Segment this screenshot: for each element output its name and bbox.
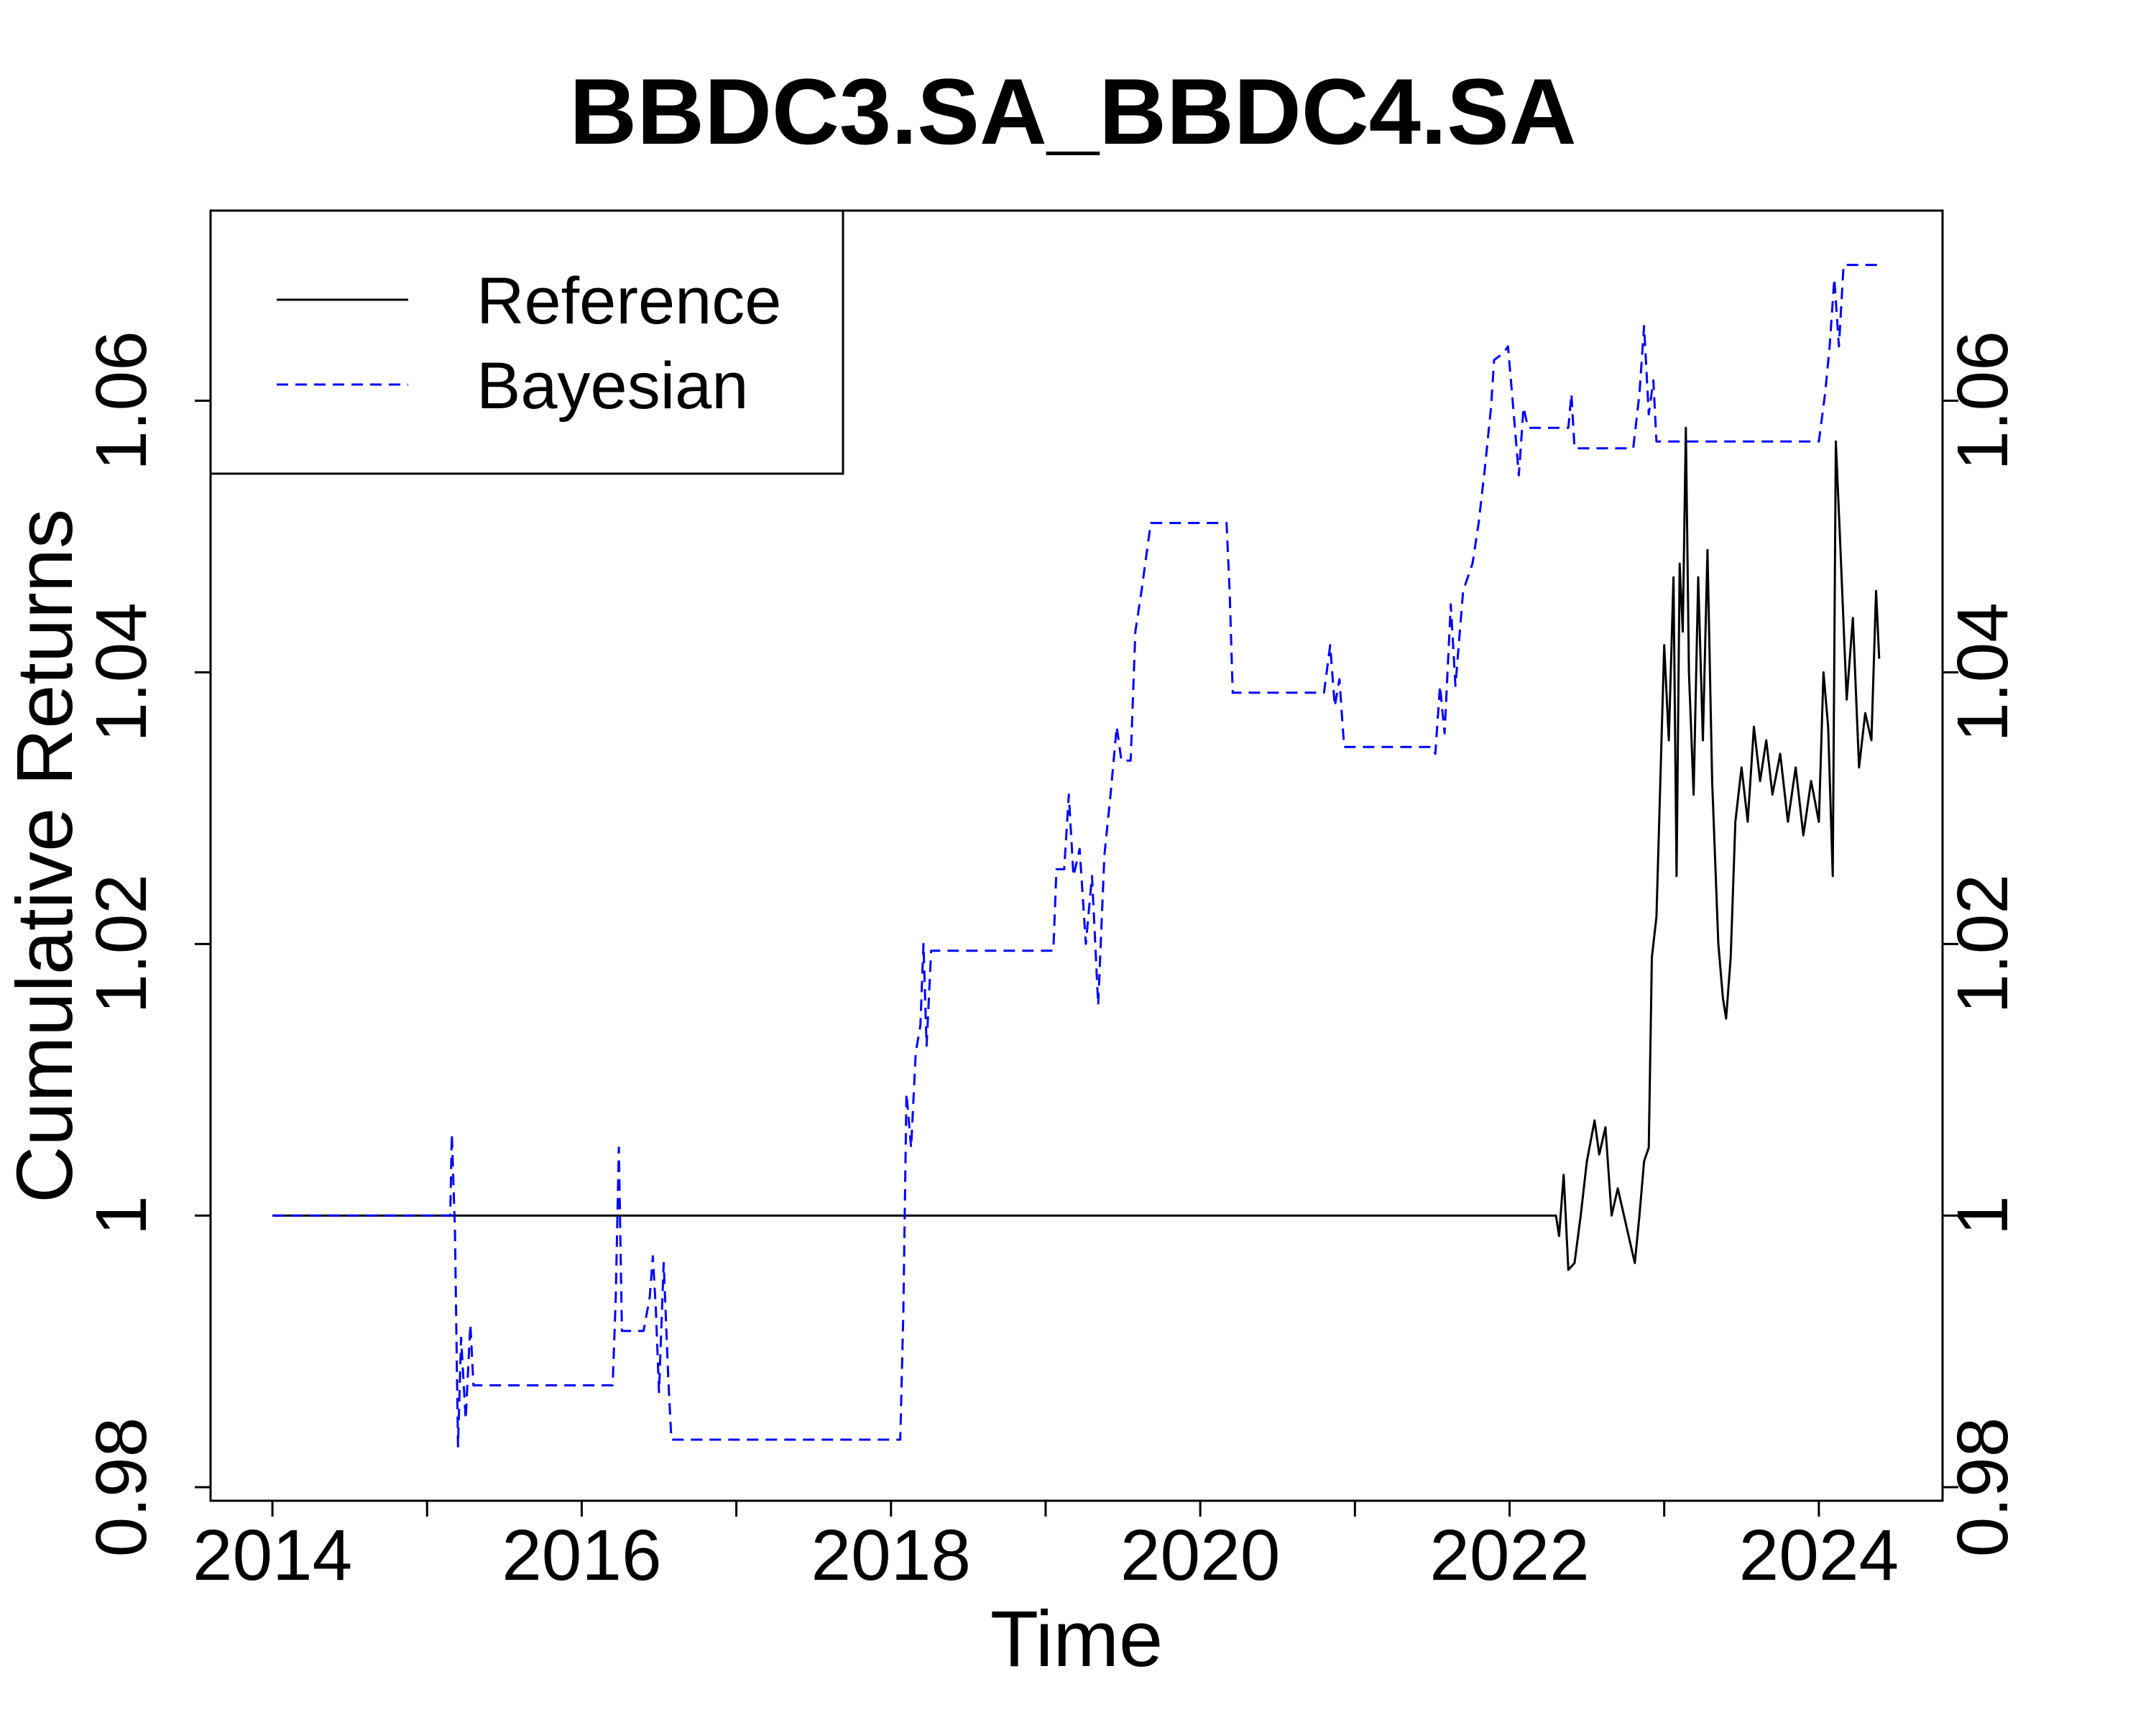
- y-tick-label-right: 1: [1943, 1195, 2023, 1236]
- y-tick-label-right: 0.98: [1943, 1417, 2023, 1558]
- series-layer: [272, 264, 1881, 1448]
- series-line-bayesian: [272, 264, 1878, 1448]
- y-axis-right: 0.98 1 1.02 1.04 1.06: [1941, 331, 2023, 1558]
- y-tick-label-left: 0.98: [81, 1417, 162, 1558]
- y-axis-left: 0.98 1 1.02 1.04 1.06: [81, 331, 212, 1558]
- x-tick-label: 2022: [1429, 1515, 1589, 1596]
- legend-label-reference: Reference: [476, 264, 781, 338]
- x-tick-label: 2024: [1739, 1515, 1899, 1596]
- legend-box: [209, 209, 844, 475]
- x-axis-label: Time: [990, 1595, 1163, 1683]
- x-tick-label: 2018: [811, 1515, 971, 1596]
- legend: Reference Bayesian: [209, 209, 844, 475]
- y-tick-label-right: 1.06: [1943, 331, 2023, 471]
- x-tick-label: 2014: [193, 1515, 352, 1596]
- y-tick-label-left: 1.06: [81, 331, 162, 471]
- y-tick-label-left: 1.04: [81, 602, 162, 742]
- y-tick-label-left: 1.02: [81, 874, 162, 1014]
- y-tick-label-right: 1.04: [1943, 602, 2023, 742]
- y-tick-label-left: 1: [81, 1195, 162, 1236]
- y-axis-label: Cumulative Returns: [1, 509, 89, 1203]
- series-line-reference: [272, 426, 1881, 1271]
- y-tick-label-right: 1.02: [1943, 874, 2023, 1014]
- legend-label-bayesian: Bayesian: [476, 349, 748, 423]
- chart-title: BBDC3.SA_BBDC4.SA: [569, 59, 1576, 164]
- x-tick-label: 2020: [1120, 1515, 1280, 1596]
- x-axis: 2014 2016 2018 2020 2022 2024: [193, 1499, 1899, 1596]
- x-tick-label: 2016: [502, 1515, 661, 1596]
